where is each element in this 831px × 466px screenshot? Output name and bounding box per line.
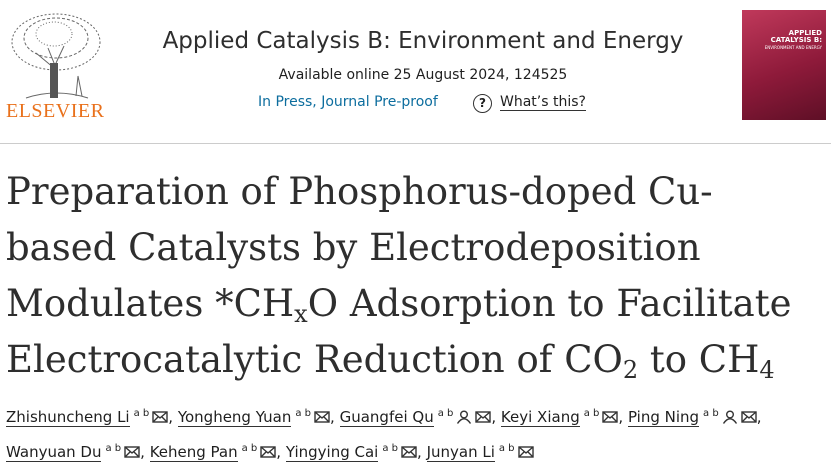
article-title: Preparation of Phosphorus-doped Cu-based…: [6, 164, 806, 388]
email-icon[interactable]: [260, 445, 276, 459]
author: Guangfei Qu a b,: [339, 408, 497, 427]
author: Zhishuncheng Li a b,: [6, 408, 174, 427]
journal-title[interactable]: Applied Catalysis B: Environment and Ene…: [162, 28, 684, 54]
separator: ,: [417, 443, 422, 461]
author-name[interactable]: Yingying Cai: [285, 443, 379, 462]
title-text: O Adsorption to Facilitate Electrocataly…: [6, 282, 792, 381]
publisher-logo: [11, 13, 101, 99]
author-affiliations[interactable]: a b: [105, 443, 122, 454]
author-name[interactable]: Keyi Xiang: [500, 408, 580, 427]
divider: [0, 143, 831, 144]
email-icon[interactable]: [602, 410, 619, 424]
title-subscript: 4: [759, 356, 775, 384]
separator: ,: [276, 443, 282, 461]
author-name[interactable]: Ping Ning: [627, 408, 700, 427]
author: Keyi Xiang a b,: [500, 408, 624, 427]
separator: ,: [756, 408, 762, 426]
separator: ,: [491, 408, 497, 426]
author-name[interactable]: Wanyuan Du: [6, 443, 102, 462]
publisher-name: ELSEVIER: [6, 100, 105, 122]
author: Keheng Pan a b,: [149, 443, 282, 462]
separator: ,: [618, 408, 624, 426]
author-affiliations[interactable]: a b: [437, 408, 454, 419]
title-text: Preparation of Phosphorus-doped Cu-based…: [6, 170, 713, 325]
author-name[interactable]: Keheng Pan: [149, 443, 238, 462]
author-name[interactable]: Zhishuncheng Li: [6, 408, 130, 427]
corresponding-icon[interactable]: [722, 410, 738, 424]
cover-title: APPLIED CATALYSIS B:: [770, 29, 822, 44]
author: Junyan Li a b: [426, 443, 534, 462]
email-icon[interactable]: [152, 410, 168, 424]
author-list: Zhishuncheng Li a b, Yongheng Yuan a b, Gu…: [6, 398, 821, 466]
title-subscript: x: [294, 300, 308, 328]
separator: ,: [168, 408, 174, 426]
separator: ,: [140, 443, 145, 461]
title-subscript: 2: [622, 356, 639, 384]
author: Yongheng Yuan a b,: [177, 408, 335, 427]
author-affiliations[interactable]: a b: [703, 408, 719, 419]
author: Yingying Cai a b,: [285, 443, 422, 462]
separator: ,: [330, 408, 335, 426]
author-affiliations[interactable]: a b: [133, 408, 150, 419]
availability: Available online 25 August 2024, 124525: [278, 67, 568, 83]
cover-subtitle: ENVIRONMENT AND ENERGY: [764, 45, 822, 50]
author-affiliations[interactable]: a b: [295, 408, 312, 419]
email-icon[interactable]: [517, 445, 534, 459]
email-icon[interactable]: [401, 445, 417, 459]
help-link[interactable]: What’s this?: [500, 94, 586, 111]
author-name[interactable]: Guangfei Qu: [339, 408, 434, 427]
author-affiliations[interactable]: a b: [382, 443, 398, 454]
author-affiliations[interactable]: a b: [583, 408, 600, 419]
article-status[interactable]: In Press, Journal Pre-proof: [258, 94, 438, 110]
author-name[interactable]: Yongheng Yuan: [177, 408, 292, 427]
email-icon[interactable]: [475, 410, 492, 424]
corresponding-icon[interactable]: [456, 410, 472, 424]
author-affiliations[interactable]: a b: [241, 443, 258, 454]
email-icon[interactable]: [314, 410, 330, 424]
author-name[interactable]: Junyan Li: [426, 443, 495, 462]
title-text: to CH: [638, 338, 760, 381]
journal-cover[interactable]: APPLIED CATALYSIS B: ENVIRONMENT AND ENE…: [742, 10, 826, 120]
author: Ping Ning a b,: [627, 408, 762, 427]
help-icon[interactable]: ?: [473, 94, 492, 113]
author-affiliations[interactable]: a b: [498, 443, 515, 454]
author: Wanyuan Du a b,: [6, 443, 145, 462]
email-icon[interactable]: [124, 445, 140, 459]
email-icon[interactable]: [741, 410, 757, 424]
